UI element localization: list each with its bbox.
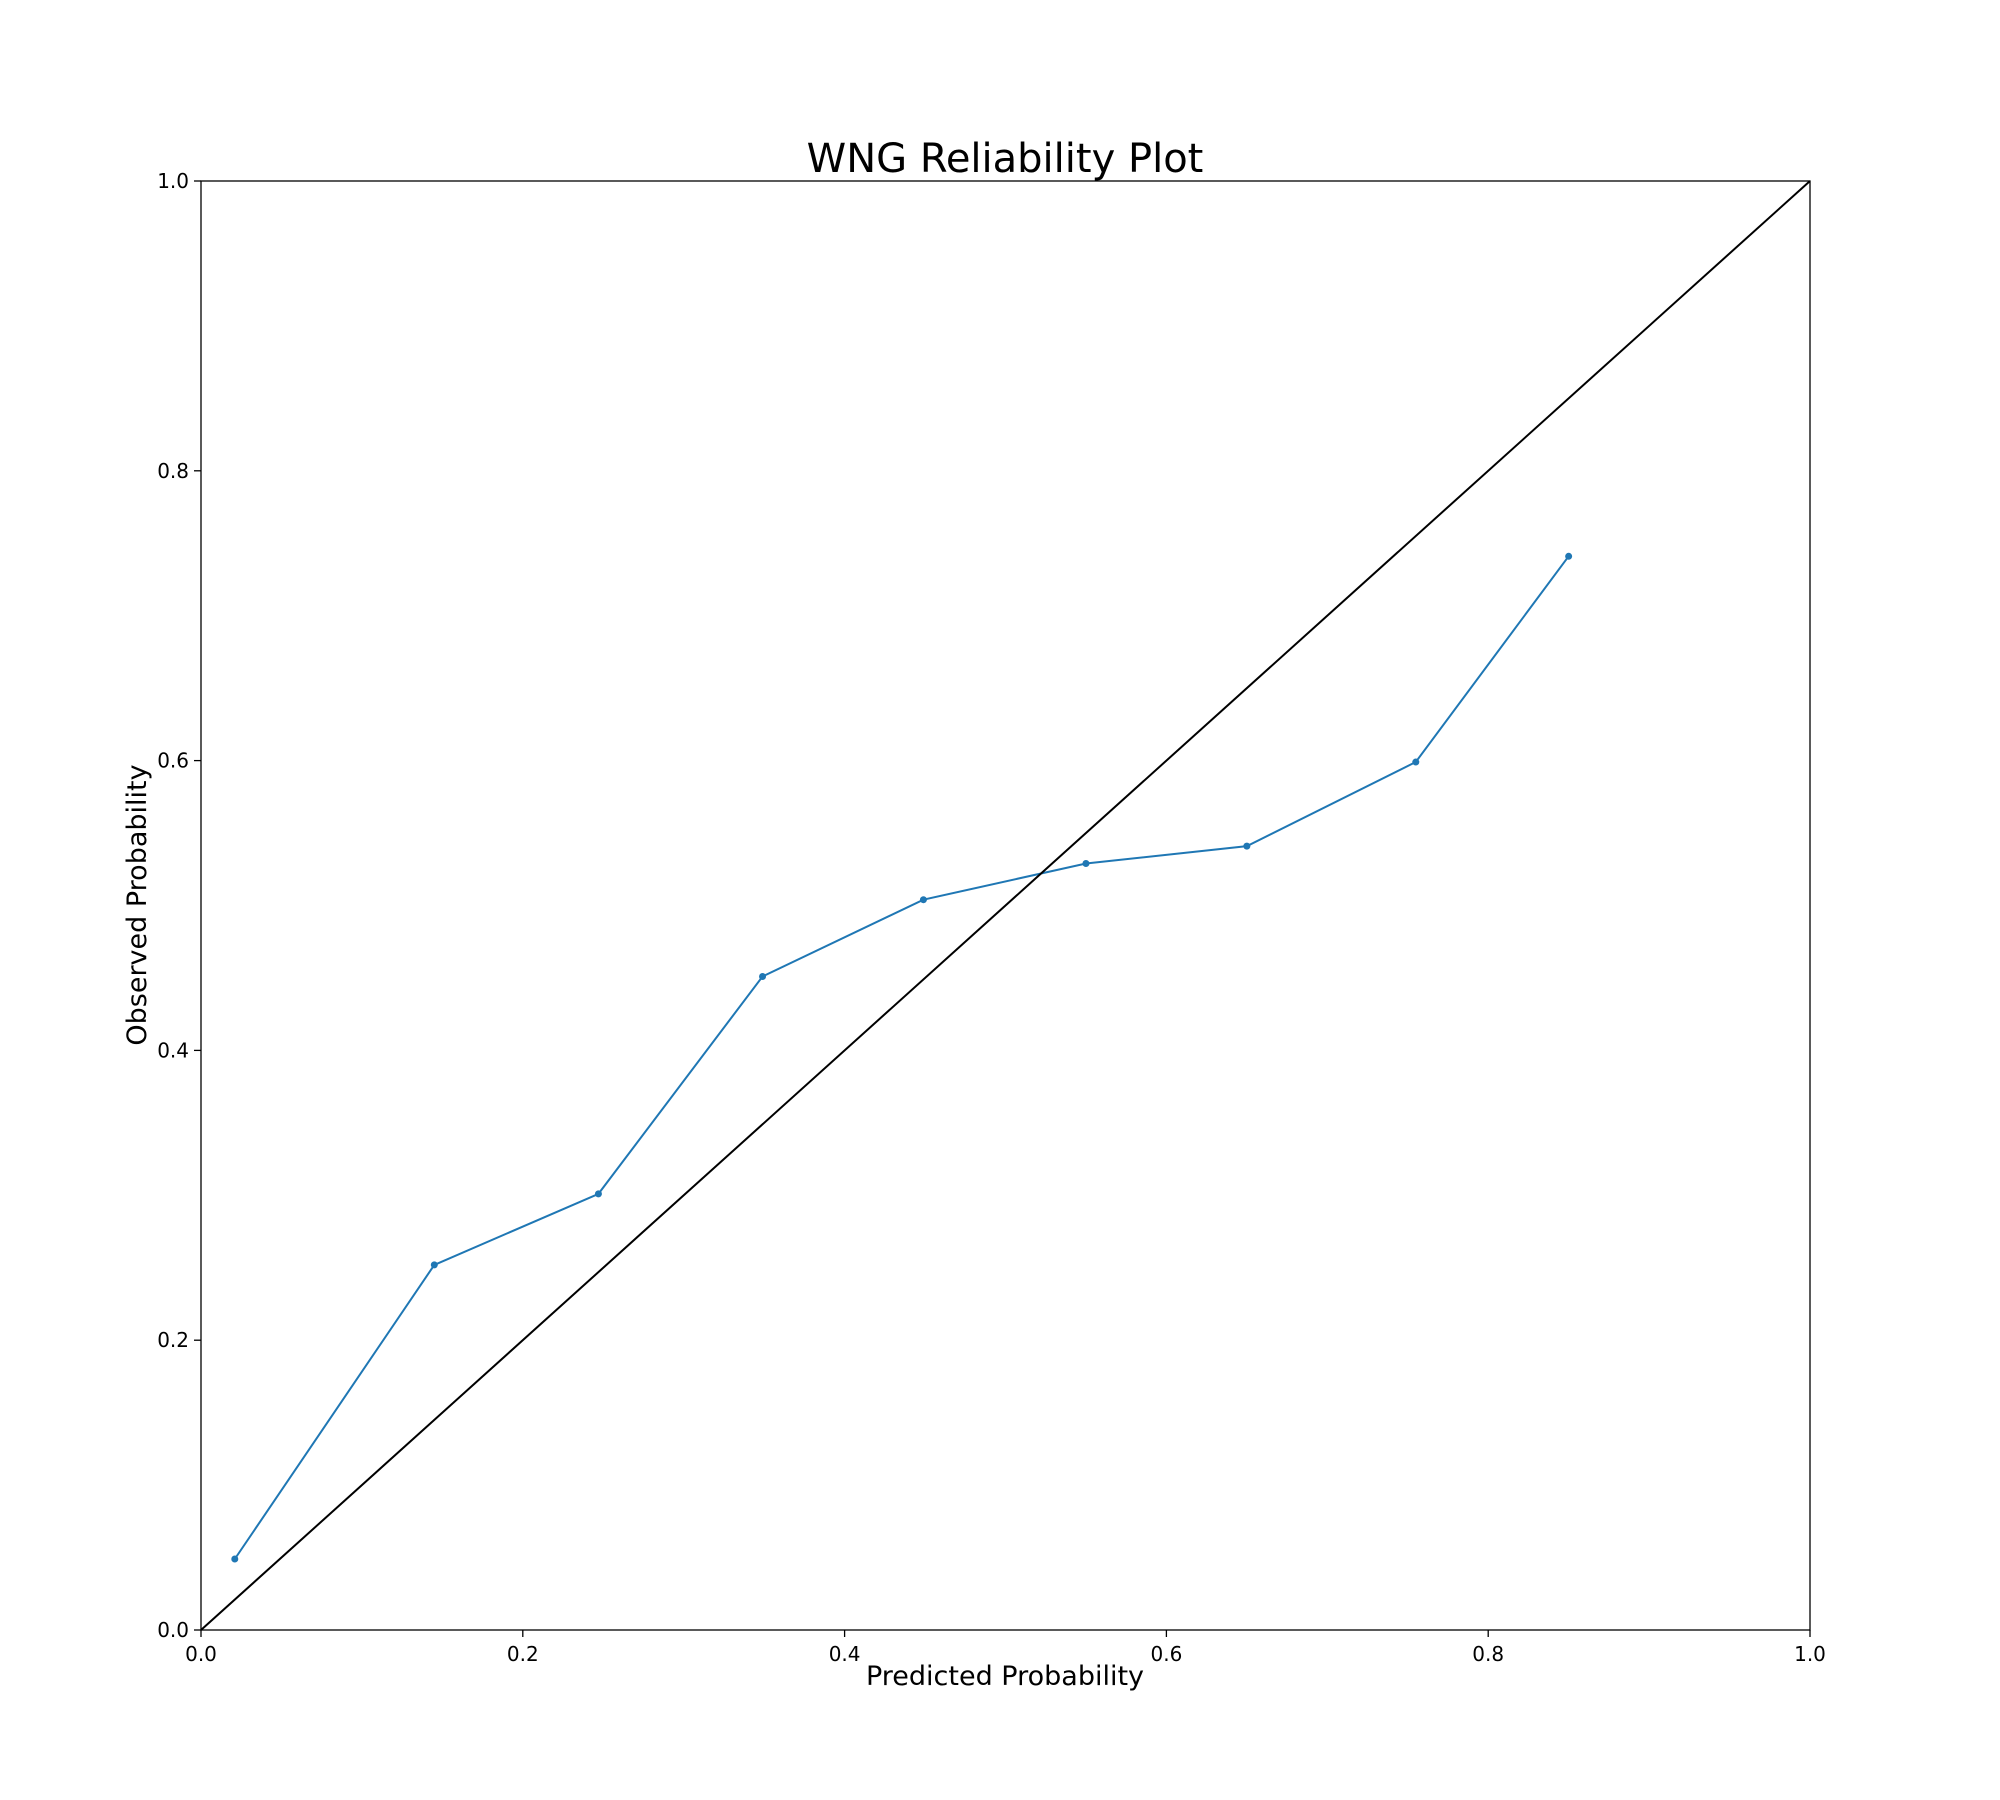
x-tick-label: 1.0 [1794, 1642, 1826, 1666]
data-point [1565, 552, 1573, 560]
axes-frame [200, 180, 1811, 1631]
data-point [1412, 758, 1420, 766]
y-tick-label: 0.8 [157, 459, 189, 483]
x-axis-label: Predicted Probability [866, 1661, 1144, 1692]
data-point [594, 1190, 602, 1198]
x-tick-label: 0.2 [507, 1642, 539, 1666]
data-point [1243, 842, 1251, 850]
y-tick-label: 0.4 [157, 1038, 189, 1062]
x-tick-label: 0.4 [829, 1642, 861, 1666]
perfect-calibration-line [200, 180, 1811, 1631]
data-point [1082, 859, 1090, 867]
data-point [430, 1261, 438, 1269]
x-tick-label: 0.8 [1472, 1642, 1504, 1666]
y-tick-label: 1.0 [157, 169, 189, 193]
data-point [759, 973, 767, 981]
x-tick-label: 0.0 [185, 1642, 217, 1666]
data-point [231, 1555, 239, 1563]
y-axis-label: Observed Probability [122, 764, 153, 1045]
x-tick-label: 0.6 [1150, 1642, 1182, 1666]
y-tick-label: 0.0 [157, 1618, 189, 1642]
y-tick-label: 0.6 [157, 749, 189, 773]
chart-title: WNG Reliability Plot [807, 136, 1204, 182]
y-tick-label: 0.2 [157, 1328, 189, 1352]
plot-area: 0.0 0.2 0.4 0.6 0.8 1.0 0.0 0.2 0.4 0.6 0.8 1.0 [157, 169, 1826, 1666]
data-point [919, 896, 927, 904]
